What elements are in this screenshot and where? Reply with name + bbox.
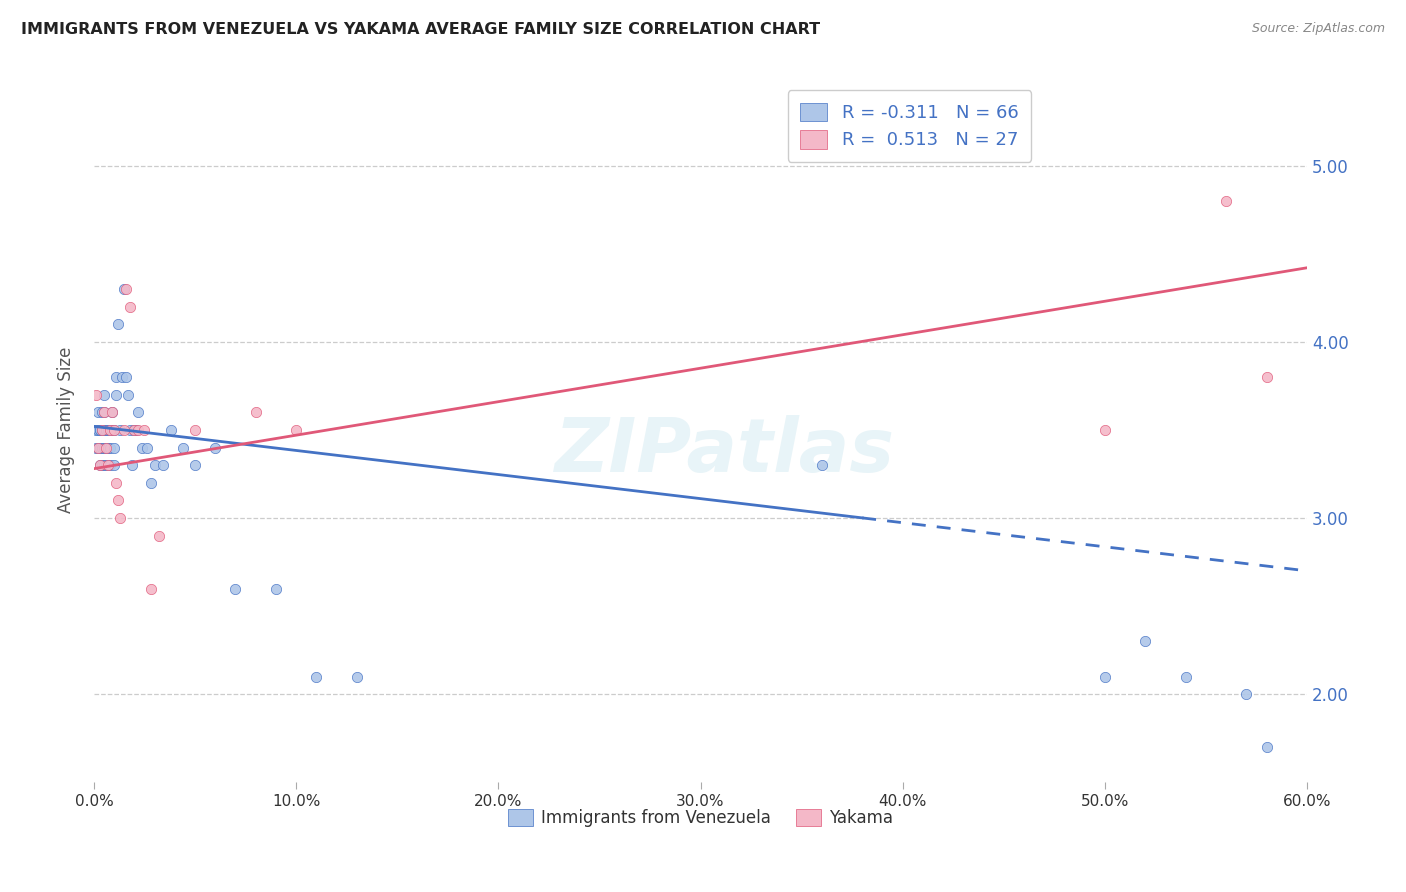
Point (121, 458, 143, 472)
Point (103, 441, 125, 455)
Point (125, 423, 148, 437)
Point (811, 458, 834, 472)
Point (91, 405, 114, 419)
Point (91, 441, 114, 455)
Point (111, 370, 134, 384)
Point (152, 458, 174, 472)
Point (117, 387, 139, 401)
Point (93, 405, 115, 419)
Point (124, 423, 146, 437)
Point (1135, 634, 1157, 648)
Point (1094, 670, 1116, 684)
Point (89, 441, 111, 455)
Point (98, 458, 121, 472)
Point (98, 423, 121, 437)
Point (93, 458, 115, 472)
Point (84, 423, 107, 437)
Point (134, 423, 156, 437)
Point (115, 370, 138, 384)
Point (139, 475, 162, 490)
Point (91, 423, 114, 437)
Point (346, 670, 368, 684)
Point (105, 475, 128, 490)
Point (1236, 687, 1258, 701)
Point (224, 582, 246, 596)
Point (89, 423, 111, 437)
Y-axis label: Average Family Size: Average Family Size (58, 347, 75, 513)
Point (107, 493, 129, 508)
Point (148, 528, 170, 542)
Text: IMMIGRANTS FROM VENEZUELA VS YAKAMA AVERAGE FAMILY SIZE CORRELATION CHART: IMMIGRANTS FROM VENEZUELA VS YAKAMA AVER… (21, 22, 820, 37)
Point (1174, 670, 1197, 684)
Point (97, 441, 120, 455)
Point (115, 282, 138, 296)
Text: ZIPatlas: ZIPatlas (555, 415, 894, 488)
Point (204, 441, 226, 455)
Point (124, 423, 146, 437)
Point (103, 458, 125, 472)
Point (110, 423, 132, 437)
Point (112, 282, 135, 296)
Point (139, 582, 162, 596)
Point (101, 423, 124, 437)
Point (94, 458, 117, 472)
Point (98, 441, 121, 455)
Point (107, 317, 129, 331)
Point (184, 423, 207, 437)
Point (264, 582, 287, 596)
Point (1256, 740, 1278, 755)
Point (172, 441, 194, 455)
Point (1215, 194, 1237, 208)
Point (1094, 423, 1116, 437)
Point (101, 405, 124, 419)
Point (97, 423, 120, 437)
Point (131, 441, 153, 455)
Point (112, 423, 135, 437)
Point (94, 423, 117, 437)
Point (93, 405, 115, 419)
Point (93, 387, 115, 401)
Legend: Immigrants from Venezuela, Yakama: Immigrants from Venezuela, Yakama (501, 803, 900, 834)
Point (143, 458, 166, 472)
Point (87, 423, 110, 437)
Point (87, 405, 110, 419)
Point (305, 670, 328, 684)
Point (120, 423, 142, 437)
Point (184, 458, 207, 472)
Point (1256, 370, 1278, 384)
Point (135, 441, 157, 455)
Point (127, 423, 149, 437)
Point (97, 441, 120, 455)
Point (103, 423, 125, 437)
Point (127, 405, 149, 419)
Point (110, 511, 132, 525)
Point (87, 441, 110, 455)
Point (120, 300, 142, 314)
Point (91, 423, 114, 437)
Point (94, 423, 117, 437)
Point (94, 441, 117, 455)
Point (105, 370, 128, 384)
Point (98, 423, 121, 437)
Point (94, 441, 117, 455)
Point (91, 458, 114, 472)
Point (245, 405, 267, 419)
Point (89, 423, 111, 437)
Point (84, 441, 107, 455)
Point (89, 458, 111, 472)
Point (159, 423, 181, 437)
Point (97, 458, 120, 472)
Point (103, 423, 125, 437)
Point (89, 458, 111, 472)
Point (93, 423, 115, 437)
Point (105, 387, 128, 401)
Text: Source: ZipAtlas.com: Source: ZipAtlas.com (1251, 22, 1385, 36)
Point (84, 387, 107, 401)
Point (101, 405, 124, 419)
Point (87, 441, 110, 455)
Point (285, 423, 308, 437)
Point (93, 441, 115, 455)
Point (97, 458, 120, 472)
